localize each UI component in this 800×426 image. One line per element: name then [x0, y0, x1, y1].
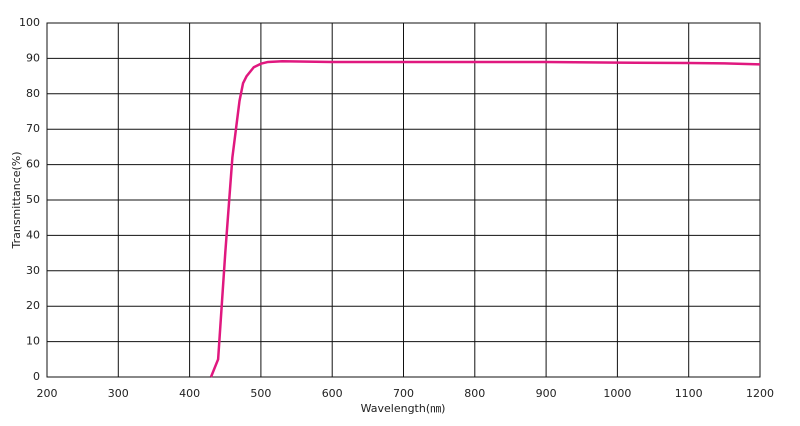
- y-tick-label: 70: [26, 122, 40, 135]
- y-tick-label: 20: [26, 299, 40, 312]
- x-tick-label: 400: [179, 387, 200, 400]
- y-tick-label: 50: [26, 193, 40, 206]
- x-tick-label: 700: [393, 387, 414, 400]
- y-tick-label: 80: [26, 87, 40, 100]
- x-tick-label: 1200: [746, 387, 774, 400]
- x-tick-label: 300: [108, 387, 129, 400]
- x-tick-label: 1000: [603, 387, 631, 400]
- x-tick-label: 800: [464, 387, 485, 400]
- x-tick-label: 900: [536, 387, 557, 400]
- y-tick-label: 30: [26, 264, 40, 277]
- x-axis-title: Wavelength(㎚): [361, 402, 446, 415]
- plot-frame: [46, 22, 761, 378]
- y-tick-label: 90: [26, 51, 40, 64]
- data-line: [209, 59, 761, 378]
- x-tick-label: 200: [37, 387, 58, 400]
- y-tick-label: 0: [33, 370, 40, 383]
- x-tick-label: 500: [250, 387, 271, 400]
- y-tick-label: 100: [19, 16, 40, 29]
- y-tick-label: 10: [26, 335, 40, 348]
- y-tick-label: 40: [26, 228, 40, 241]
- x-tick-label: 1100: [675, 387, 703, 400]
- x-tick-label: 600: [322, 387, 343, 400]
- y-tick-label: 60: [26, 158, 40, 171]
- y-axis-title: Transmittance(%): [10, 151, 23, 249]
